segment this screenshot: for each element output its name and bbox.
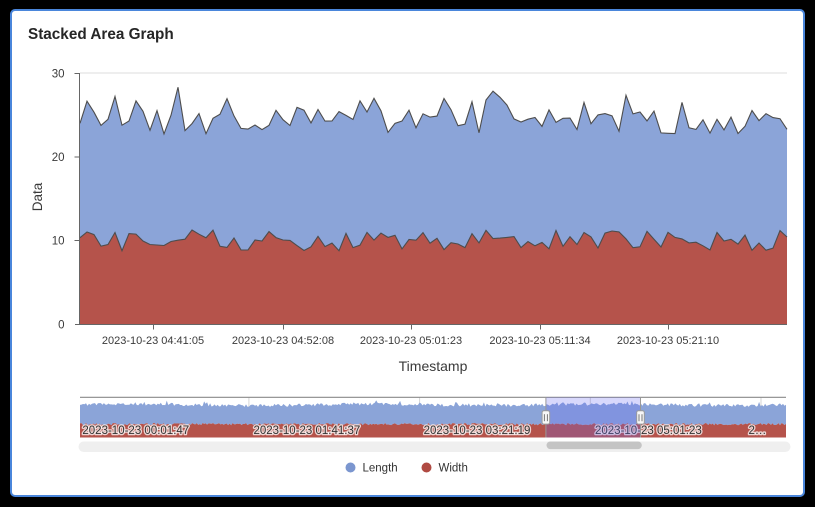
svg-text:0: 0 — [58, 320, 64, 332]
svg-text:Timestamp: Timestamp — [399, 358, 468, 374]
svg-text:2023-10-23 01:41:37: 2023-10-23 01:41:37 — [254, 425, 361, 437]
svg-text:30: 30 — [52, 69, 65, 81]
svg-text:Data: Data — [30, 182, 45, 211]
svg-text:2023-10-23 05:01:23: 2023-10-23 05:01:23 — [360, 335, 462, 347]
svg-text:2023-10-23 05:01:23: 2023-10-23 05:01:23 — [595, 425, 702, 437]
svg-text:Width: Width — [439, 463, 468, 475]
svg-text:2023-10-23 03:21:19: 2023-10-23 03:21:19 — [424, 425, 531, 437]
svg-text:10: 10 — [52, 236, 65, 248]
svg-text:2023-10-23 04:41:05: 2023-10-23 04:41:05 — [102, 335, 204, 347]
svg-text:20: 20 — [52, 152, 65, 164]
svg-text:2023-10-23 00:01:47: 2023-10-23 00:01:47 — [82, 425, 189, 437]
svg-text:Length: Length — [363, 463, 398, 475]
svg-text:2023-10-23 05:11:34: 2023-10-23 05:11:34 — [489, 335, 590, 347]
svg-text:2023-10-23 05:21:10: 2023-10-23 05:21:10 — [617, 335, 719, 347]
svg-text:2023-10-23 04:52:08: 2023-10-23 04:52:08 — [232, 335, 334, 347]
svg-text:2…: 2… — [749, 425, 767, 437]
